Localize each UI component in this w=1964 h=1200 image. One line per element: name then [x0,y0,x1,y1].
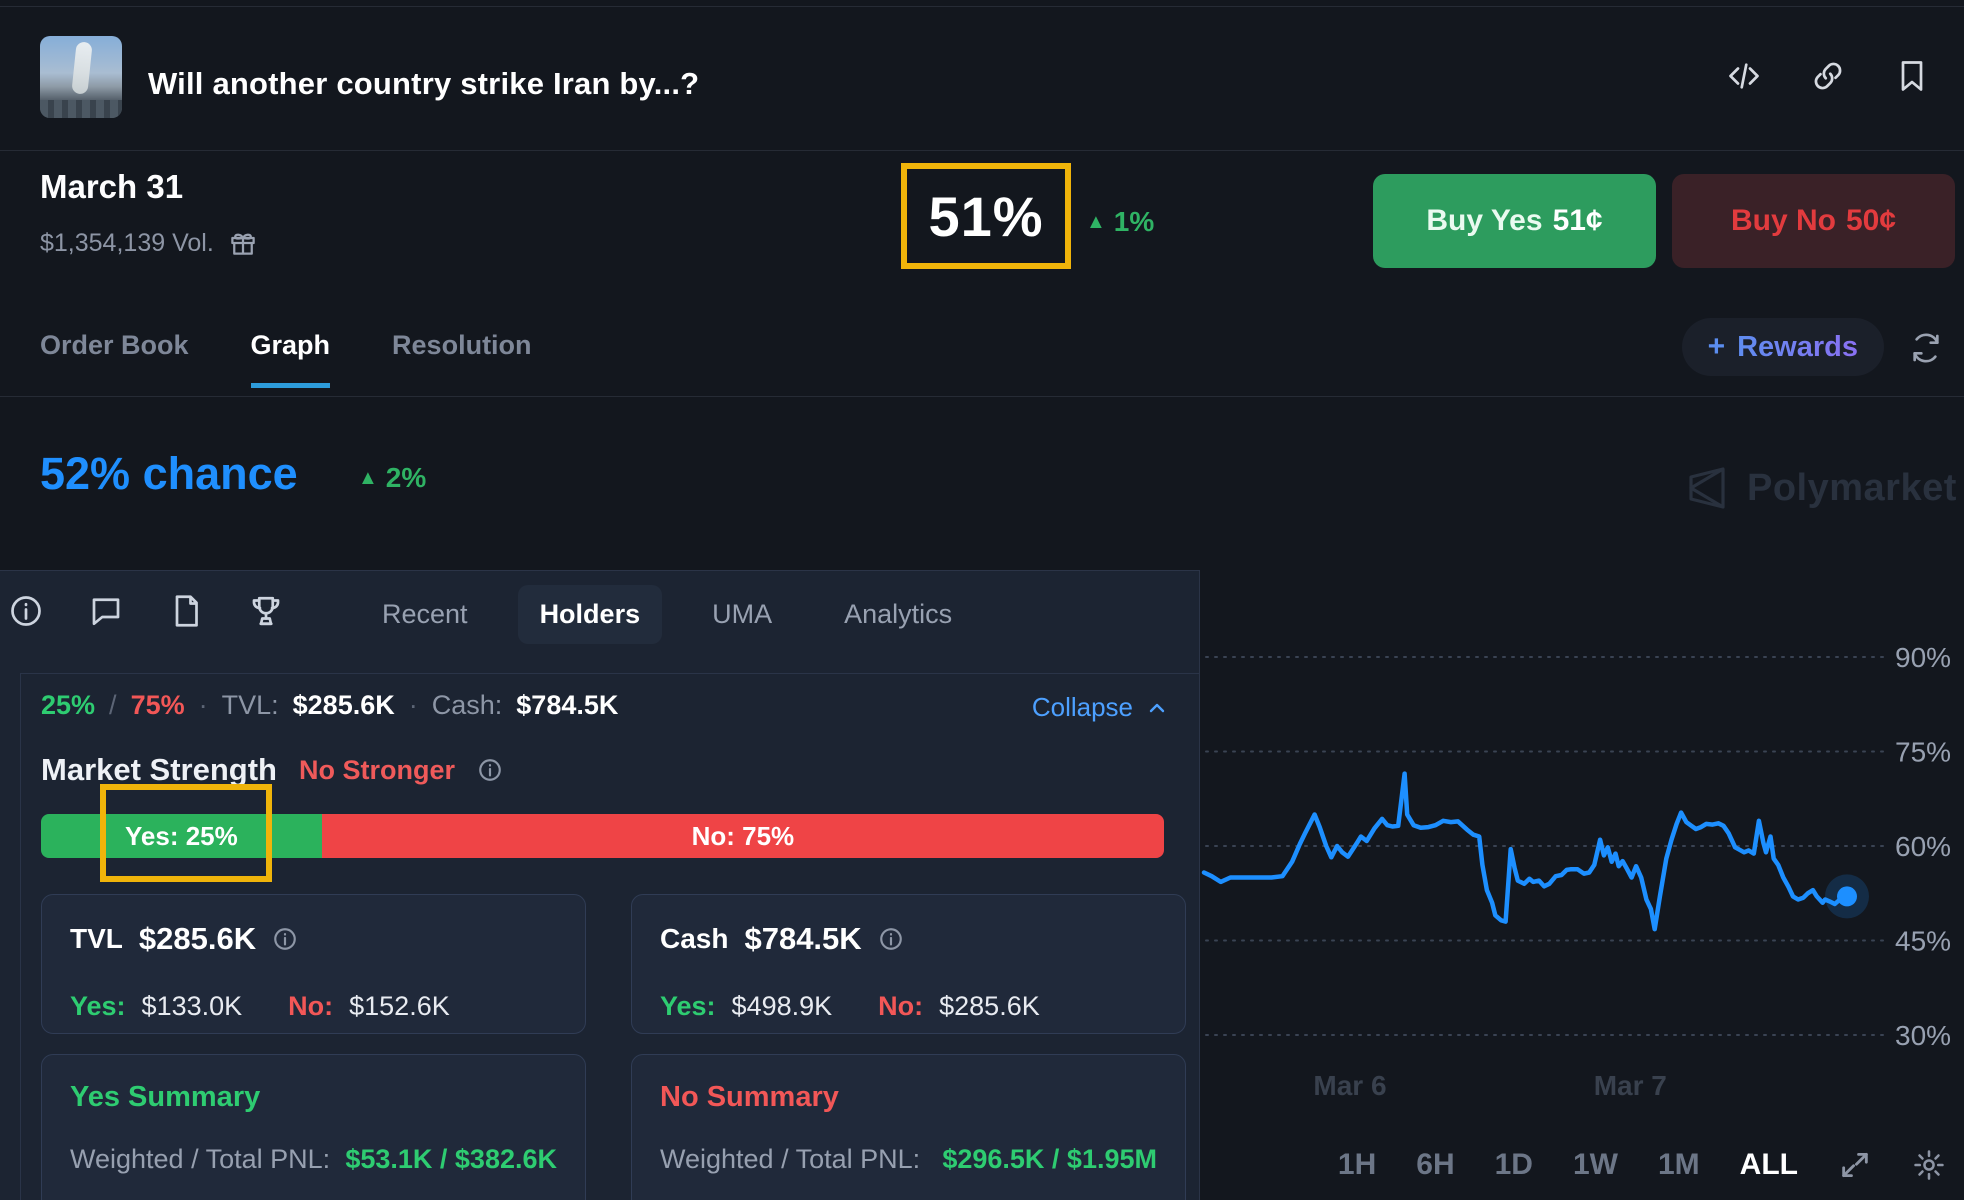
timeframe-controls: 1H 6H 1D 1W 1M ALL [1338,1148,1946,1182]
tvl-value: $285.6K [292,690,395,720]
summary-row: Weighted / Total PNL: $296.5K / $1.95M [660,1144,1157,1174]
tvl-card: TVL $285.6K Yes: $133.0K No: $152.6K [41,894,586,1034]
market-title: Will another country strike Iran by...? [148,66,700,101]
yes-summary-card: Yes Summary Weighted / Total PNL: $53.1K… [41,1054,586,1200]
panel-tab-holders[interactable]: Holders [517,585,663,644]
document-icon[interactable] [168,593,204,629]
no-bar-segment: No: 75% [321,814,1164,858]
timeframe-1h[interactable]: 1H [1337,1148,1377,1181]
header-divider [0,150,1964,151]
comment-icon[interactable] [88,593,124,629]
svg-text:60%: 60% [1895,831,1951,862]
price-delta: ▲ 1% [1086,206,1155,237]
svg-text:Mar 7: Mar 7 [1594,1070,1667,1101]
buy-yes-button[interactable]: Buy Yes 51¢ [1373,174,1656,268]
info-icon[interactable] [477,757,503,783]
no-percent: 75% [130,690,185,720]
buy-no-button[interactable]: Buy No 50¢ [1672,174,1955,268]
panel-tab-recent[interactable]: Recent [382,599,468,629]
top-divider [0,6,1964,7]
tabs-divider [0,396,1964,397]
svg-text:90%: 90% [1895,642,1951,673]
market-thumbnail [40,36,122,118]
chance-delta: ▲ 2% [358,462,427,493]
market-strength-title: Market Strength [41,752,277,787]
cash-card: Cash $784.5K Yes: $498.9K No: $285.6K [631,894,1186,1034]
info-icon[interactable] [8,593,44,629]
main-tabs: Order Book Graph Resolution [40,330,532,388]
up-triangle-icon: ▲ [1086,211,1106,233]
cash-value: $784.5K [516,690,619,720]
panel-tab-analytics[interactable]: Analytics [844,599,953,629]
timeframe-1m[interactable]: 1M [1657,1148,1700,1181]
yes-no-strength-bar: Yes: 25% No: 75% [41,814,1164,858]
expand-chart-icon[interactable] [1838,1148,1872,1182]
svg-text:30%: 30% [1895,1020,1951,1051]
tab-graph[interactable]: Graph [250,330,331,388]
collapse-button[interactable]: Collapse [1032,692,1169,723]
yes-bar-segment: Yes: 25% [41,814,322,858]
rewards-button[interactable]: + Rewards [1681,318,1884,376]
yes-percent: 25% [41,690,96,720]
price-highlight-box: 51% [901,163,1071,269]
current-price: 51% [928,184,1044,248]
svg-text:75%: 75% [1895,737,1951,768]
chart-settings-gear-icon[interactable] [1912,1148,1946,1182]
summary-row: Weighted / Total PNL: $53.1K / $382.6K [70,1144,557,1174]
bookmark-icon[interactable] [1894,58,1930,94]
tab-order-book[interactable]: Order Book [40,330,189,360]
trophy-icon[interactable] [248,593,284,629]
polymarket-logo-icon [1689,467,1725,509]
plus-icon: + [1707,330,1726,363]
timeframe-1w[interactable]: 1W [1572,1148,1618,1181]
no-summary-card: No Summary Weighted / Total PNL: $296.5K… [631,1054,1186,1200]
holders-panel: Recent Holders UMA Analytics 25% / 75% ·… [0,570,1200,1200]
timeframe-all[interactable]: ALL [1739,1148,1798,1181]
strength-qualifier: No Stronger [298,754,455,785]
embed-code-icon[interactable] [1726,58,1762,94]
panel-tab-uma[interactable]: UMA [712,599,773,629]
timeframe-6h[interactable]: 6H [1416,1148,1455,1181]
up-triangle-icon: ▲ [358,467,378,489]
timeframe-1d[interactable]: 1D [1494,1148,1533,1181]
tab-resolution[interactable]: Resolution [392,330,532,360]
svg-text:45%: 45% [1895,926,1951,957]
chevron-up-icon [1149,703,1165,712]
market-stats-row: 25% / 75% · TVL: $285.6K · Cash: $784.5K [41,690,619,720]
gift-icon[interactable] [228,228,258,258]
market-end-date: March 31 [40,168,184,205]
polymarket-watermark: Polymarket [1683,464,1957,512]
info-icon[interactable] [272,926,298,952]
market-volume: $1,354,139 Vol. [40,228,258,258]
link-icon[interactable] [1810,58,1846,94]
refresh-icon[interactable] [1910,332,1942,369]
info-icon[interactable] [878,926,904,952]
chance-value: 52% chance [40,448,298,499]
panel-tabs: Recent Holders UMA Analytics [360,585,974,644]
price-chart[interactable]: 90% 75% 60% 45% 30% Mar 6 Mar 7 [1195,400,1964,1160]
svg-text:Mar 6: Mar 6 [1313,1070,1386,1101]
panel-body: 25% / 75% · TVL: $285.6K · Cash: $784.5K… [20,673,1199,1200]
